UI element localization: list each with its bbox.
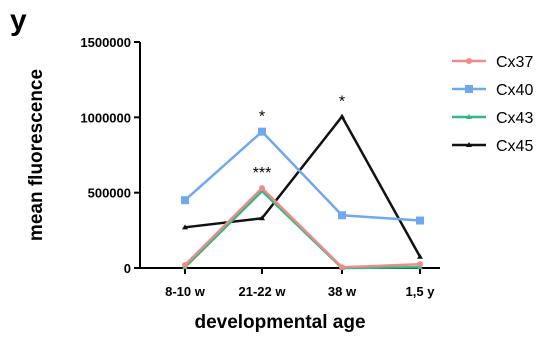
series-line xyxy=(184,130,421,222)
data-point xyxy=(417,253,423,259)
series-line xyxy=(184,189,421,270)
x-tick-label: 38 w xyxy=(328,284,357,299)
legend-label: Cx43 xyxy=(496,110,533,127)
legend-swatch-marker xyxy=(466,114,472,119)
x-tick-label: 1,5 y xyxy=(406,284,436,299)
x-tick-label: 8-10 w xyxy=(165,284,206,299)
significance-annotation: *** xyxy=(253,165,272,182)
y-tick-label: 1000000 xyxy=(80,110,131,125)
legend-item-cx40: Cx40 xyxy=(452,82,533,99)
legend-label: Cx40 xyxy=(496,82,533,99)
annotation-layer: ***** xyxy=(253,94,345,183)
significance-annotation: * xyxy=(339,94,345,111)
y-axis-title: mean fluorescence xyxy=(26,69,47,241)
data-point xyxy=(416,216,424,225)
series-cx37 xyxy=(182,185,423,271)
x-ticks: 8-10 w 21-22 w 38 w 1,5 y xyxy=(165,268,435,299)
series-cx45 xyxy=(182,113,423,259)
legend-swatch-marker xyxy=(466,142,472,147)
data-point xyxy=(339,264,345,271)
series-cx40 xyxy=(181,127,424,225)
y-tick-label: 500000 xyxy=(88,186,131,201)
data-point xyxy=(182,224,188,230)
data-point xyxy=(181,196,189,205)
legend-swatch-marker xyxy=(465,85,473,93)
x-axis-title: developmental age xyxy=(194,312,365,333)
data-point xyxy=(259,215,265,221)
y-tick-label: 1500000 xyxy=(80,35,131,50)
series-line xyxy=(184,115,422,258)
data-point xyxy=(259,185,265,192)
legend-swatch-marker xyxy=(466,58,472,64)
data-point xyxy=(338,211,346,220)
legend-label: Cx45 xyxy=(496,138,533,155)
legend-item-cx37: Cx37 xyxy=(452,54,533,71)
data-point xyxy=(339,113,345,119)
x-tick-label: 21-22 w xyxy=(239,284,287,299)
axes: 0 500000 1000000 1500000 8-10 w 21-22 w 38 w 1… xyxy=(80,35,440,299)
legend-label: Cx37 xyxy=(496,54,533,71)
series-line xyxy=(184,186,421,269)
legend-item-cx43: Cx43 xyxy=(452,110,533,127)
data-point xyxy=(182,261,188,268)
y-ticks: 0 500000 1000000 1500000 xyxy=(80,35,140,276)
significance-annotation: * xyxy=(259,109,265,126)
legend: Cx37 Cx40 Cx43 Cx45 xyxy=(452,54,533,155)
legend-item-cx45: Cx45 xyxy=(452,138,533,155)
panel-label: y xyxy=(10,4,27,37)
data-point xyxy=(258,127,266,136)
y-tick-label: 0 xyxy=(124,261,131,276)
series-layer xyxy=(181,113,424,271)
data-point xyxy=(417,261,423,268)
